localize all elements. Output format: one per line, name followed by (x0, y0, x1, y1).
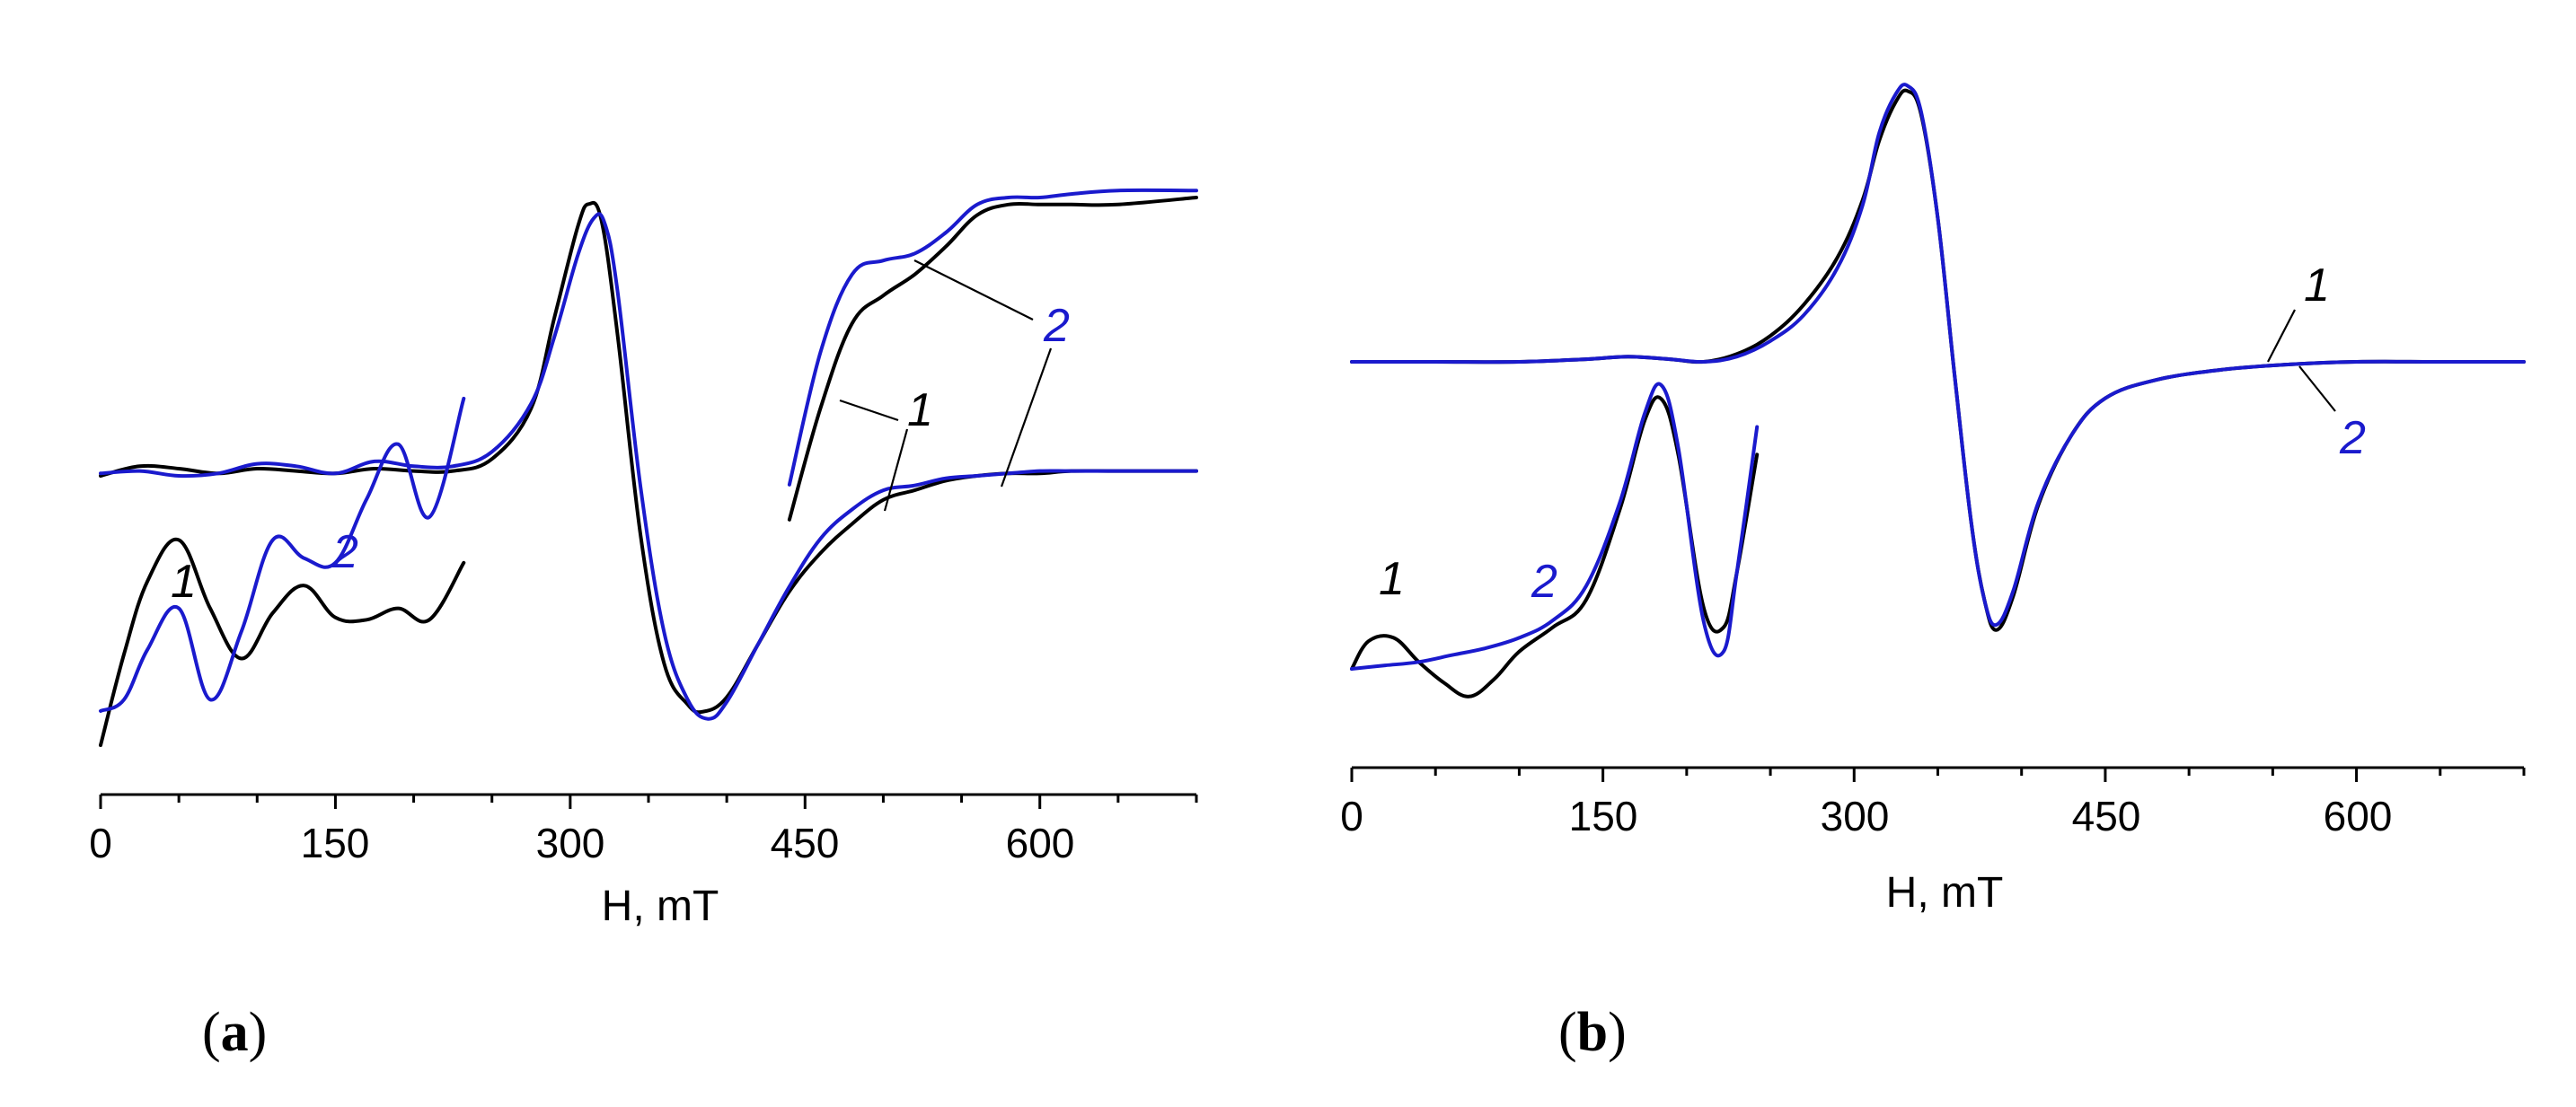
panel-b-curve-label-2-inset: 2 (1531, 556, 1557, 608)
panel-b-series-1-low-field-inset-line (1350, 395, 1760, 698)
panel-a-tick-label-300: 300 (536, 820, 605, 866)
panel-b-label: (b) (1558, 1002, 1627, 1063)
panel-a-tick-label-600: 600 (1006, 820, 1075, 866)
panel-b-label-letter: b (1577, 1002, 1608, 1063)
panel-b-ticks (1350, 768, 2526, 782)
panel-b-tick-label-300: 300 (1821, 793, 1890, 839)
panel-b-label-close: ) (1608, 1002, 1627, 1063)
panel-b-tick-label-600: 600 (2324, 793, 2393, 839)
panel-a-leader-2-upper (913, 259, 1034, 321)
panel-b-leader-2 (2298, 365, 2336, 412)
panel-b-tick-labels: 0 150 300 450 600 (1340, 793, 2392, 839)
panel-b-label-open: ( (1558, 1002, 1577, 1063)
panel-b-x-axis-title: H, mT (1886, 869, 2004, 917)
panel-a-ticks (99, 795, 1198, 809)
panel-a-tick-labels: 0 150 300 450 600 (89, 820, 1074, 866)
panel-a-label-open: ( (202, 1002, 221, 1063)
panel-a-series-2-low-field-inset-line (99, 396, 466, 713)
panel-a-tick-label-150: 150 (301, 820, 370, 866)
panel-a-series-2-high-field-inset-line (787, 188, 1198, 487)
panel-a-label-letter: a (221, 1002, 249, 1063)
panel-b-leader-lines (2267, 309, 2336, 412)
panel-a-curve-label-1-high: 1 (907, 384, 933, 436)
panel-a-tick-label-450: 450 (771, 820, 840, 866)
panel-b-curve-label-2-main: 2 (2339, 412, 2366, 464)
panel-a-leader-2-lower (1000, 347, 1053, 488)
panel-b-tick-label-150: 150 (1569, 793, 1638, 839)
panel-a-leader-1-lower (883, 428, 909, 512)
panel-a-tick-label-0: 0 (89, 820, 112, 866)
panel-b-series-2-low-field-inset-line (1350, 382, 1760, 671)
panel-b: 0 150 300 450 600 H, mT 1 2 1 2 (b) (1340, 83, 2526, 1063)
panel-a-label: (a) (202, 1002, 267, 1063)
panel-b-tick-label-450: 450 (2072, 793, 2141, 839)
panel-a-curve-label-2-inset: 2 (331, 526, 358, 578)
panel-b-curve-label-1-main: 1 (2304, 259, 2330, 312)
panel-a-curve-label-2-high: 2 (1043, 300, 1070, 352)
panel-a-curve-label-1-inset: 1 (171, 556, 197, 608)
panel-a-series-1-high-field-inset-line (787, 196, 1198, 522)
panel-b-tick-label-0: 0 (1340, 793, 1363, 839)
panel-a-series-1-low-field-inset-line (99, 537, 466, 747)
panel-b-curve-label-1-inset: 1 (1379, 553, 1405, 605)
panel-a-series-2-main-line (99, 212, 1198, 721)
panel-a-leader-lines (839, 259, 1053, 512)
panel-a-label-close: ) (249, 1002, 268, 1063)
panel-a-leader-1-upper (839, 399, 899, 422)
panel-a: 0 150 300 450 600 H, mT 1 2 1 2 (a) (89, 188, 1198, 1063)
panel-a-x-axis-title: H, mT (602, 883, 719, 930)
panel-b-leader-1 (2267, 309, 2296, 363)
panel-b-series-2-main-line (1350, 83, 2526, 628)
panel-a-series-1-main-line (99, 200, 1198, 715)
